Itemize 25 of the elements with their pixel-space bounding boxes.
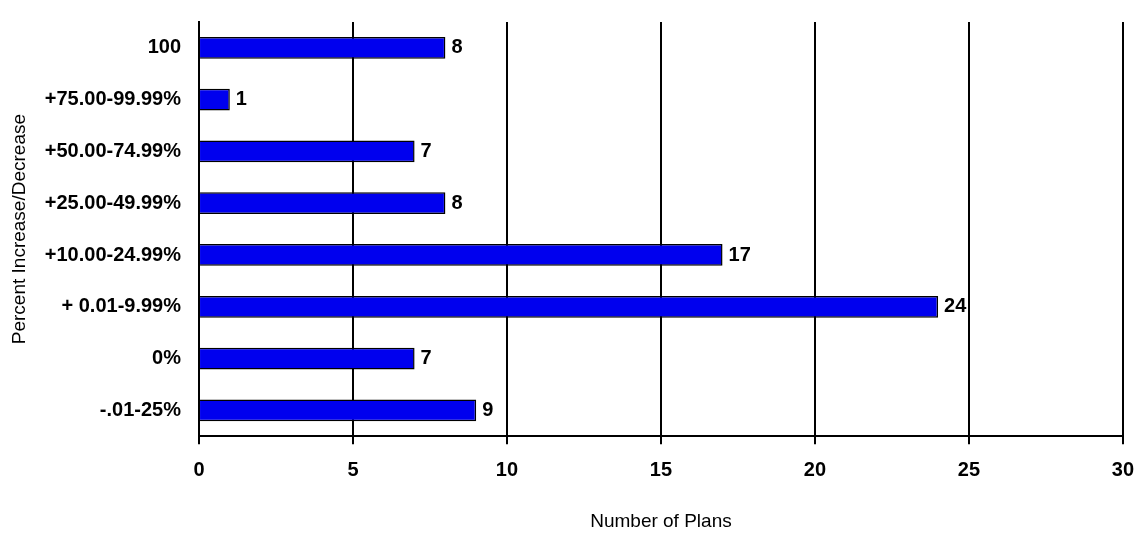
data-label: 8: [451, 190, 463, 213]
y-tick-label: + 0.01-9.99%: [61, 294, 182, 317]
x-tick-label: 5: [347, 457, 359, 480]
x-tick-label: 0: [193, 457, 205, 480]
x-tick-label: 10: [495, 457, 519, 480]
x-tick-label: 30: [1111, 457, 1134, 480]
y-tick-label: -.01-25%: [99, 397, 182, 420]
x-tick-label: 20: [803, 457, 827, 480]
y-tick-label: +75.00-99.99%: [44, 87, 182, 110]
x-tick-label: 15: [649, 457, 673, 480]
data-label: 17: [728, 242, 751, 265]
data-label: 24: [944, 294, 968, 317]
y-tick-label: 0%: [152, 346, 182, 369]
data-label: 9: [482, 397, 494, 420]
x-tick-label: 25: [957, 457, 981, 480]
data-label: 7: [420, 346, 432, 369]
data-label: 8: [451, 35, 463, 58]
y-axis-title: Percent Increase/Decrease: [7, 113, 29, 345]
y-tick-label: +50.00-74.99%: [44, 138, 182, 161]
y-tick-label: 100: [147, 35, 182, 58]
x-axis-title: Number of Plans: [590, 509, 732, 531]
y-tick-label: +10.00-24.99%: [44, 242, 182, 265]
y-tick-label: +25.00-49.99%: [44, 190, 182, 213]
data-label: 1: [235, 87, 247, 110]
data-label: 7: [420, 138, 432, 161]
